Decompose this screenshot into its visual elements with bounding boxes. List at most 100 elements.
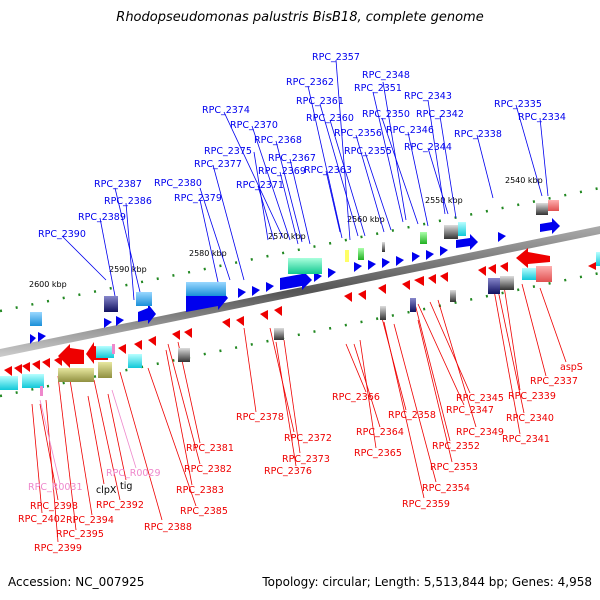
gene-label: RPC_2343 (404, 91, 452, 102)
gene-arrow (358, 290, 366, 300)
gene-label: RPC_2375 (204, 146, 252, 157)
gene-arrow (134, 340, 142, 350)
gene-label: RPC_2387 (94, 179, 142, 190)
gene-label: RPC_2390 (38, 229, 86, 240)
feature-block (358, 248, 364, 260)
gene-label: RPC_2338 (454, 129, 502, 140)
gene-label: RPC_2349 (456, 427, 504, 438)
gene-arrow (22, 362, 30, 372)
gene-label: RPC_2399 (34, 543, 82, 554)
gene-arrow (478, 266, 486, 276)
gene-arrow (236, 316, 244, 326)
gene-label: RPC_2394 (66, 515, 114, 526)
gene-arrow (14, 364, 22, 374)
gene-label: RPC_2367 (268, 153, 316, 164)
gene-label: RPC_2380 (154, 178, 202, 189)
bottom-leader-lines (31, 283, 567, 543)
feature-block (186, 282, 226, 296)
feature-block (178, 348, 190, 362)
gene-arrow (280, 270, 312, 290)
gene-label: RPC_2402 (18, 514, 66, 525)
feature-block (98, 362, 112, 378)
gene-label: RPC_2363 (304, 165, 352, 176)
gene-label: RPC_2398 (30, 501, 78, 512)
gene-label: clpX (96, 485, 117, 496)
feature-block (458, 222, 466, 236)
gene-label: RPC_2362 (286, 77, 334, 88)
gene-arrow (488, 264, 496, 274)
feature-block (104, 296, 118, 312)
gene-label: RPC_2385 (180, 506, 228, 517)
gene-arrow (238, 288, 246, 298)
kbp-label: 2540 kbp (505, 176, 543, 185)
feature-block (420, 232, 427, 244)
gene-arrow (184, 328, 192, 338)
gene-label: RPC_2345 (456, 393, 504, 404)
gene-arrow (116, 316, 124, 326)
feature-block (536, 266, 552, 282)
gene-label: RPC_2340 (506, 413, 554, 424)
gene-arrow (368, 260, 376, 270)
gene-arrow (38, 332, 46, 342)
gene-label: RPC_2364 (356, 427, 404, 438)
gene-label: RPC_2373 (282, 454, 330, 465)
genome-info-text: Topology: circular; Length: 5,513,844 bp… (262, 575, 592, 589)
gene-arrow (266, 282, 274, 292)
gene-label: RPC_2341 (502, 434, 550, 445)
gene-label: RPC_2358 (388, 410, 436, 421)
gene-arrow (222, 318, 230, 328)
accession-text: Accession: NC_007925 (8, 575, 145, 589)
kbp-label: 2580 kbp (189, 249, 227, 258)
gene-arrow (54, 356, 62, 366)
gene-label: RPC_2379 (174, 193, 222, 204)
gene-arrow (32, 360, 40, 370)
gene-label: RPC_2356 (334, 128, 382, 139)
feature-block (274, 328, 284, 340)
gene-label: RPC_2372 (284, 433, 332, 444)
rna-gene-labels: RPC_R0029 RPC_R0031 (28, 468, 161, 493)
lower-feature-blocks (0, 252, 600, 396)
rna-leader-lines (39, 389, 137, 485)
feature-block (96, 346, 114, 358)
gene-arrow (588, 262, 596, 270)
gene-arrow (378, 284, 386, 294)
gene-label: RPC_2357 (312, 52, 360, 63)
feature-block (596, 252, 600, 266)
feature-block (444, 225, 458, 239)
gene-label: RPC_2377 (194, 159, 242, 170)
gene-arrow (30, 334, 36, 344)
feature-block (500, 276, 514, 290)
gene-arrow (402, 280, 410, 290)
gene-arrow (500, 262, 508, 272)
gene-label: RPC_2339 (508, 391, 556, 402)
gene-arrow (354, 262, 362, 272)
gene-label: RPC_2371 (236, 180, 284, 191)
gene-label: RPC_2366 (332, 392, 380, 403)
gene-label: RPC_2347 (446, 405, 494, 416)
gene-label: RPC_2389 (78, 212, 126, 223)
gene-arrow (382, 258, 390, 268)
genome-backbone (0, 226, 600, 357)
bottom-gene-labels: aspS RPC_2337 RPC_2339 RPC_2366 RPC_2345… (18, 362, 583, 554)
gene-arrow (118, 344, 126, 354)
gene-arrow (428, 274, 436, 284)
feature-block (382, 242, 385, 252)
gene-arrow (456, 234, 478, 250)
gene-label: RPC_2335 (494, 99, 542, 110)
upper-feature-blocks (30, 200, 559, 326)
reverse-gene-arrows (4, 248, 596, 376)
gene-label: RPC_2354 (422, 483, 470, 494)
gene-label: RPC_2346 (386, 125, 434, 136)
gene-label: RPC_2342 (416, 109, 464, 120)
kbp-label: 2600 kbp (29, 280, 67, 289)
gene-label: RPC_2337 (530, 376, 578, 387)
feature-block (128, 354, 142, 368)
gene-arrow (328, 268, 336, 278)
feature-block (40, 386, 43, 396)
feature-block (410, 298, 416, 312)
gene-label: RPC_2374 (202, 105, 250, 116)
gene-arrow (104, 318, 112, 328)
gene-label: RPC_R0029 (106, 468, 161, 479)
feature-block (58, 368, 94, 382)
